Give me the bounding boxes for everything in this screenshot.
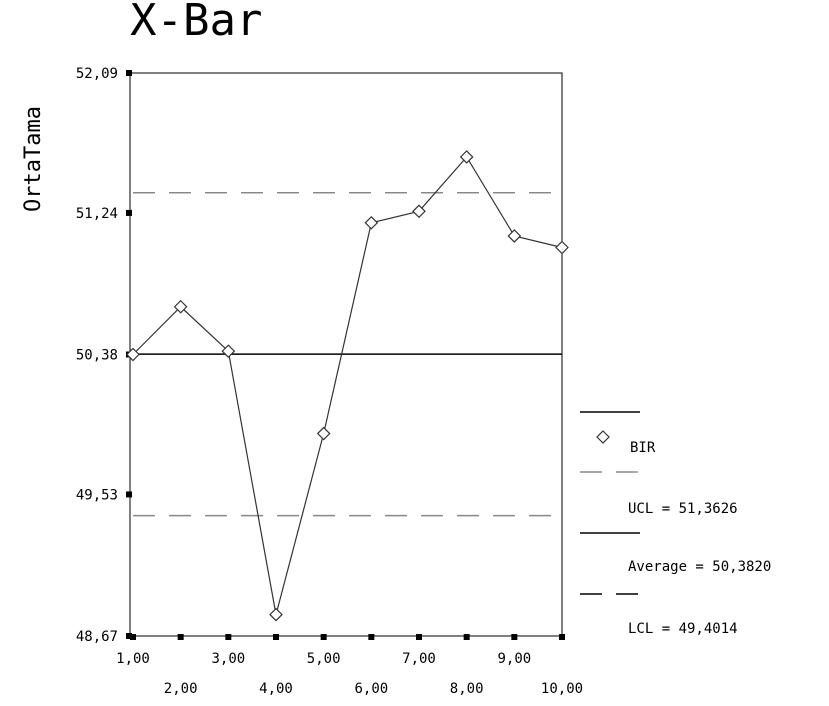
y-tick-label: 49,53 xyxy=(76,487,118,503)
legend-label-bir: BIR xyxy=(630,440,656,456)
data-point xyxy=(269,607,283,622)
data-point xyxy=(412,204,426,219)
x-tick-label: 8,00 xyxy=(450,681,484,697)
x-axis: 1,00 2,00 3,00 4,00 5,00 6,00 7,00 8,00 9,00 10,0… xyxy=(116,634,583,697)
x-tick-label: 3,00 xyxy=(211,651,245,667)
data-point xyxy=(555,240,569,255)
data-point xyxy=(173,299,188,314)
y-tick-label: 52,09 xyxy=(76,66,118,82)
data-point xyxy=(507,229,522,243)
x-tick-mark xyxy=(273,634,279,640)
chart-title: X-Bar xyxy=(130,0,262,46)
series-bir xyxy=(126,150,569,622)
y-tick-mark xyxy=(126,633,132,639)
series-line xyxy=(132,155,563,615)
x-tick-label: 1,00 xyxy=(116,651,150,667)
legend-label-lcl: LCL = 49,4014 xyxy=(628,621,738,637)
data-point xyxy=(316,426,331,441)
data-point xyxy=(126,347,140,362)
data-point xyxy=(364,215,379,230)
data-point xyxy=(459,150,474,164)
legend-label-ucl: UCL = 51,3626 xyxy=(628,501,738,517)
x-tick-label: 4,00 xyxy=(259,681,293,697)
y-axis-label: OrtaTama xyxy=(21,106,46,212)
x-tick-mark xyxy=(320,634,327,640)
x-tick-label: 5,00 xyxy=(307,651,341,667)
y-axis: 48,67 49,53 50,38 51,24 52,09 xyxy=(76,66,132,645)
x-tick-mark xyxy=(511,634,518,640)
x-tick-mark xyxy=(368,634,375,640)
x-tick-label: 10,00 xyxy=(541,681,583,697)
x-tick-mark xyxy=(463,634,470,640)
y-tick-label: 50,38 xyxy=(76,348,118,364)
y-tick-mark xyxy=(126,209,132,216)
y-tick-mark xyxy=(126,70,132,76)
data-point xyxy=(221,344,236,359)
x-tick-label: 9,00 xyxy=(497,651,531,667)
legend-marker-bir xyxy=(596,430,610,444)
x-tick-mark xyxy=(416,634,422,640)
y-tick-mark xyxy=(126,491,132,498)
legend-label-average: Average = 50,3820 xyxy=(628,559,771,575)
x-tick-label: 6,00 xyxy=(354,681,388,697)
x-tick-mark xyxy=(177,634,184,640)
x-tick-label: 2,00 xyxy=(164,681,198,697)
x-tick-label: 7,00 xyxy=(402,651,436,667)
y-tick-label: 48,67 xyxy=(76,629,118,645)
x-tick-mark xyxy=(559,634,565,640)
x-tick-mark xyxy=(130,634,136,640)
legend: BIR UCL = 51,3626 Average = 50,3820 LCL … xyxy=(580,411,771,637)
control-lines xyxy=(133,191,562,517)
y-tick-label: 51,24 xyxy=(76,206,118,222)
x-tick-mark xyxy=(225,634,232,640)
